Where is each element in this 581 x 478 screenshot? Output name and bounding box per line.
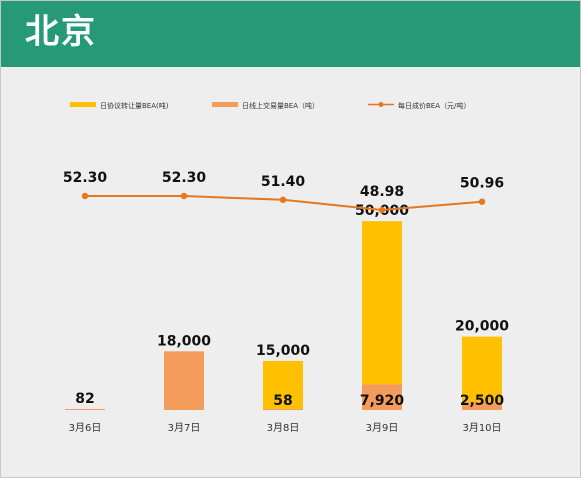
bar-label-online-1: 82 [75,391,94,407]
bar-agreement-4 [362,221,402,385]
legend: 日协议转让量BEA(吨) 日线上交易量BEA（吨） 每日成价BEA（元/吨） [70,101,470,110]
bar-online-4 [362,384,402,410]
price-label-3: 51.40 [261,174,306,190]
bar-online-5 [462,401,502,410]
legend-swatch-agreement [70,102,96,107]
price-label-2: 52.30 [162,170,207,186]
legend-swatch-online [212,102,238,107]
x-tick-label-3: 3月8日 [267,422,300,434]
bar-label-online-4: 7,920 [360,393,405,409]
city-title: 北京 [25,12,97,52]
legend-label-online: 日线上交易量BEA（吨） [242,101,319,110]
price-point-4 [378,206,386,214]
bar-label-agreement-3: 15,000 [256,343,310,359]
price-point-2 [180,192,188,200]
legend-label-agreement: 日协议转让量BEA(吨) [100,101,169,110]
legend-swatch-price-marker [378,102,384,107]
x-tick-label-2: 3月7日 [168,422,201,434]
header-bar: 北京 [1,1,580,67]
bar-label-online-5: 2,500 [460,393,505,409]
x-tick-label-5: 3月10日 [462,422,501,434]
bar-online-2 [164,351,204,410]
bar-label-online-3: 58 [273,393,292,409]
price-label-1: 52.30 [63,170,108,186]
price-point-1 [81,192,89,200]
bar-online-3 [263,409,303,410]
x-tick-label-4: 3月9日 [366,422,399,434]
bar-online-1 [65,409,105,410]
legend-label-price: 每日成价BEA（元/吨） [398,101,470,110]
price-label-5: 50.96 [460,176,504,192]
bar-label-online-2: 18,000 [157,333,211,349]
bar-label-agreement-5: 20,000 [455,319,509,335]
price-point-5 [478,198,486,205]
x-tick-label-1: 3月6日 [69,422,102,434]
price-point-3 [279,196,287,203]
price-label-4: 48.98 [360,184,404,200]
bar-agreement-5 [462,336,502,402]
bar-agreement-3 [263,360,303,409]
